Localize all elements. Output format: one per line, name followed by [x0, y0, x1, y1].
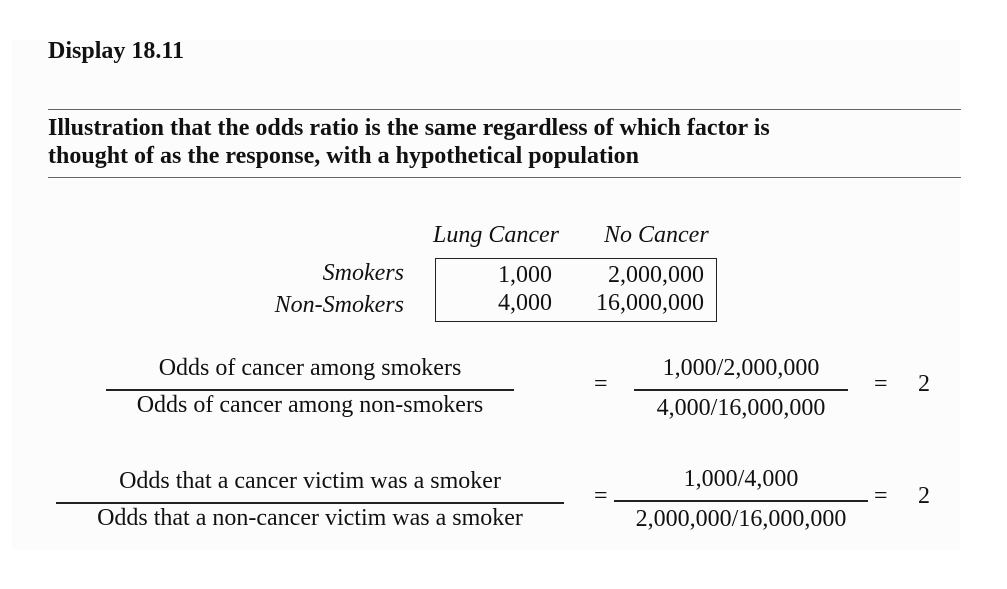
equation-1-lhs: Odds of cancer among smokers Odds of can… [106, 355, 514, 425]
equation-1-rhs-bar [634, 389, 848, 391]
equation-1-rhs-denominator: 4,000/16,000,000 [656, 395, 826, 421]
equation-1-lhs-bar [106, 389, 514, 391]
equation-2-result: 2 [918, 483, 930, 509]
equation-2-rhs-denominator: 2,000,000/16,000,000 [635, 506, 847, 532]
equation-1-rhs: 1,000/2,000,000 4,000/16,000,000 [634, 355, 848, 425]
display-caption: Illustration that the odds ratio is the … [48, 114, 770, 170]
contingency-table-box [435, 258, 717, 322]
equation-2-lhs-numerator: Odds that a cancer victim was a smoker [119, 468, 501, 494]
row-label-smokers: Smokers [322, 260, 404, 286]
equation-2-lhs: Odds that a cancer victim was a smoker O… [56, 468, 564, 538]
equation-2-rhs-numerator: 1,000/4,000 [683, 466, 799, 492]
equation-2-equals-2: = [874, 483, 888, 509]
cell-smokers-no-cancer: 2,000,000 [608, 262, 704, 288]
col-header-lung-cancer: Lung Cancer [433, 222, 559, 248]
cell-non-smokers-no-cancer: 16,000,000 [596, 290, 704, 316]
equation-2-lhs-denominator: Odds that a non-cancer victim was a smok… [97, 505, 523, 531]
display-label: Display 18.11 [48, 38, 185, 64]
equation-1-lhs-numerator: Odds of cancer among smokers [158, 355, 462, 381]
equation-2-equals-1: = [594, 483, 608, 509]
caption-line-1: Illustration that the odds ratio is the … [48, 115, 770, 141]
top-rule [48, 109, 961, 110]
col-header-no-cancer: No Cancer [604, 222, 709, 248]
equation-2-rhs: 1,000/4,000 2,000,000/16,000,000 [614, 466, 868, 536]
row-label-non-smokers: Non-Smokers [274, 292, 404, 318]
cell-smokers-lung-cancer: 1,000 [498, 262, 552, 288]
cell-non-smokers-lung-cancer: 4,000 [498, 290, 552, 316]
equation-1-equals-1: = [594, 371, 608, 397]
equation-2-rhs-bar [614, 500, 868, 502]
equation-1-rhs-numerator: 1,000/2,000,000 [662, 355, 820, 381]
equation-1-result: 2 [918, 371, 930, 397]
equation-2-lhs-bar [56, 502, 564, 504]
equation-1-equals-2: = [874, 371, 888, 397]
equation-1-lhs-denominator: Odds of cancer among non-smokers [136, 392, 484, 418]
bottom-rule [48, 177, 961, 178]
caption-line-2: thought of as the response, with a hypot… [48, 143, 639, 169]
figure-panel [12, 40, 960, 550]
